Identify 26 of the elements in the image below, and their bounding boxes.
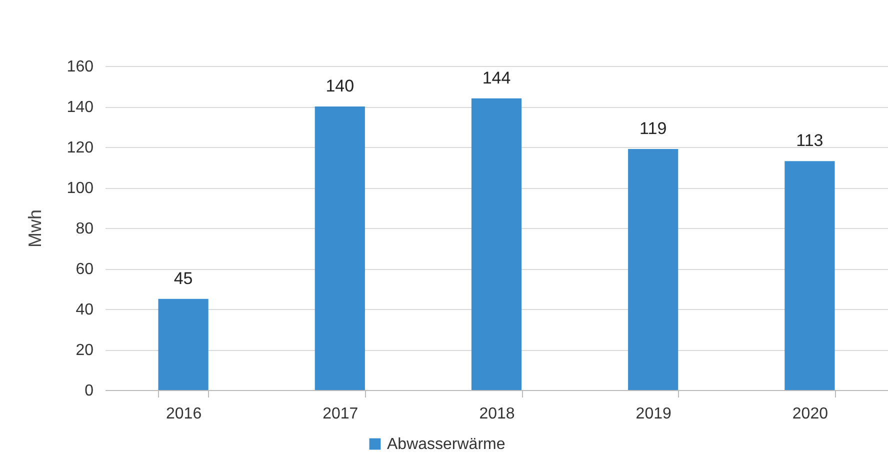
bar — [314, 106, 365, 390]
y-tick-label: 40 — [76, 302, 94, 318]
data-label: 113 — [796, 131, 824, 150]
bar — [471, 98, 522, 390]
bar — [628, 149, 678, 390]
x-tick-label: 2019 — [636, 406, 672, 422]
bar — [784, 161, 835, 390]
y-tick-label: 60 — [76, 261, 94, 278]
y-tick-label: 100 — [66, 180, 94, 197]
y-tick-label: 80 — [76, 220, 94, 238]
bar — [158, 298, 208, 390]
y-tick-label: 160 — [66, 58, 94, 76]
y-tick-label: 120 — [66, 140, 94, 156]
data-label: 140 — [326, 76, 354, 96]
y-tick-label: 0 — [84, 382, 94, 400]
y-axis-title: Mwh — [24, 209, 45, 248]
x-tick-label: 2018 — [479, 406, 515, 422]
x-tick-label: 2017 — [322, 406, 358, 422]
data-label: 45 — [174, 268, 193, 288]
data-label: 144 — [482, 68, 511, 88]
legend-label: Abwasserwärme — [387, 436, 506, 453]
x-tick-label: 2016 — [166, 406, 202, 422]
data-label: 119 — [640, 119, 667, 138]
x-tick-label: 2020 — [792, 406, 828, 422]
y-tick-label: 20 — [76, 342, 94, 359]
y-tick-label: 140 — [66, 99, 94, 116]
